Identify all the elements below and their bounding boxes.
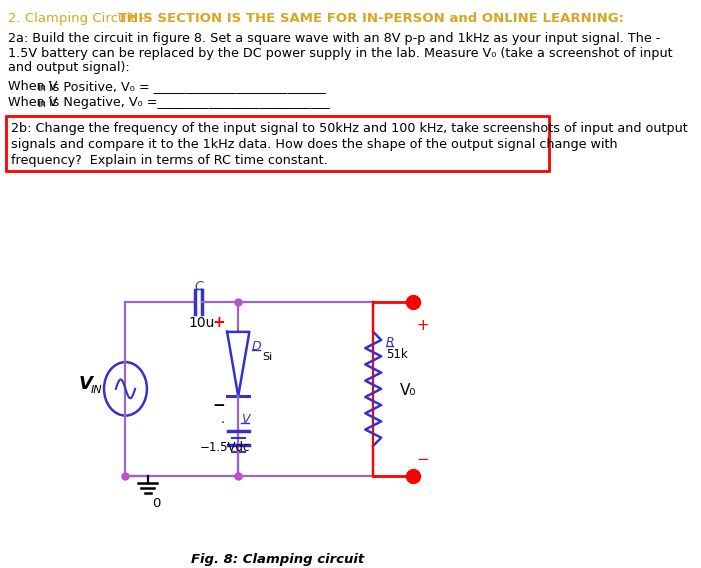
Text: and output signal):: and output signal):	[8, 61, 130, 74]
Text: When V: When V	[8, 96, 57, 109]
Text: 2a: Build the circuit in figure 8. Set a square wave with an 8V p-p and 1kHz as : 2a: Build the circuit in figure 8. Set a…	[8, 32, 660, 45]
Text: IN: IN	[91, 385, 102, 395]
Text: 51k: 51k	[386, 348, 408, 361]
Text: is Negative, V₀ =___________________________: is Negative, V₀ =_______________________…	[46, 96, 330, 109]
Text: ⋅: ⋅	[221, 417, 225, 430]
Text: V: V	[79, 375, 93, 393]
Text: 2b: Change the frequency of the input signal to 50kHz and 100 kHz, take screensh: 2b: Change the frequency of the input si…	[11, 122, 688, 135]
Text: Si: Si	[262, 352, 272, 362]
Text: in: in	[37, 99, 46, 109]
Text: When V: When V	[8, 80, 57, 93]
Text: V: V	[241, 413, 250, 426]
Text: in: in	[37, 83, 46, 93]
Text: −: −	[416, 452, 429, 467]
Text: −1.5Vdc: −1.5Vdc	[199, 441, 250, 454]
Text: 2. Clamping Circuit –: 2. Clamping Circuit –	[8, 12, 151, 25]
Text: Fig. 8: Clamping circuit: Fig. 8: Clamping circuit	[191, 553, 365, 566]
Text: frequency?  Explain in terms of RC time constant.: frequency? Explain in terms of RC time c…	[11, 153, 328, 166]
Text: D: D	[252, 340, 261, 353]
Text: V₀: V₀	[400, 383, 416, 398]
Text: −: −	[213, 398, 226, 414]
FancyBboxPatch shape	[6, 116, 549, 172]
Text: +: +	[416, 318, 429, 333]
Text: +: +	[213, 315, 226, 330]
Text: 10u: 10u	[189, 316, 215, 330]
Text: signals and compare it to the 1kHz data. How does the shape of the output signal: signals and compare it to the 1kHz data.…	[11, 137, 618, 151]
Text: THIS SECTION IS THE SAME FOR IN-PERSON and ONLINE LEARNING:: THIS SECTION IS THE SAME FOR IN-PERSON a…	[118, 12, 623, 25]
Text: R: R	[386, 336, 395, 349]
Text: 0: 0	[151, 498, 160, 510]
Text: 1.5V battery can be replaced by the DC power supply in the lab. Measure V₀ (take: 1.5V battery can be replaced by the DC p…	[8, 47, 672, 60]
Text: is Positive, V₀ = ___________________________: is Positive, V₀ = ______________________…	[46, 80, 326, 93]
Text: C: C	[194, 281, 203, 293]
